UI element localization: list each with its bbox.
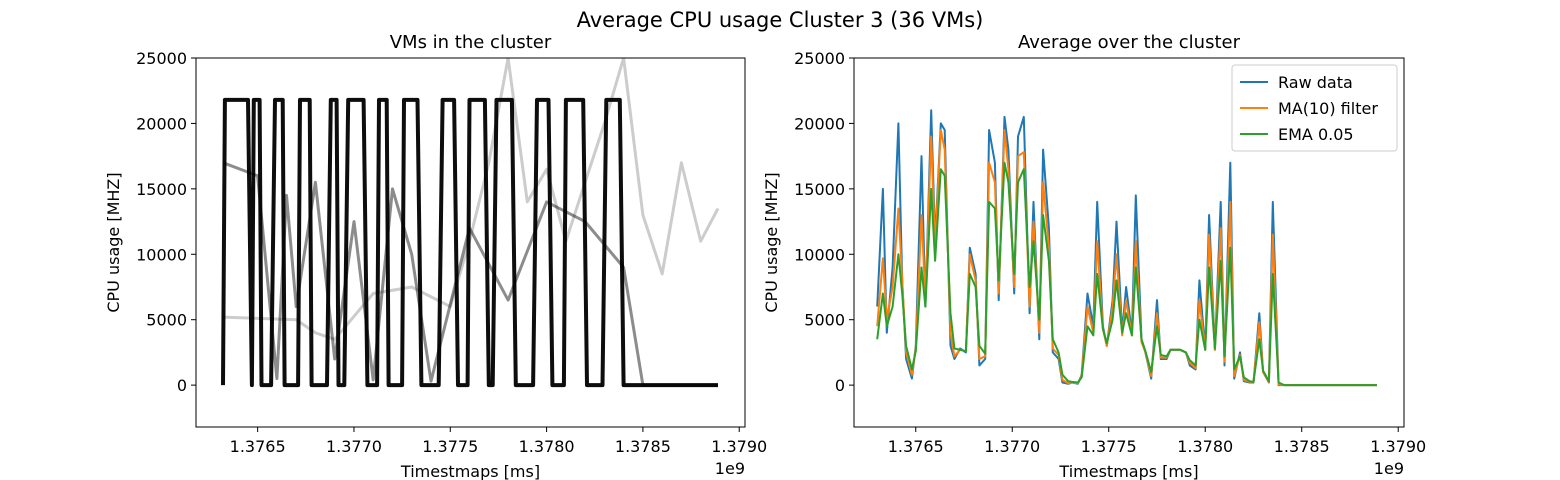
x-tick-label: 1.3775 [422, 437, 478, 456]
legend-box [1231, 64, 1398, 152]
legend-label: Raw data [1278, 73, 1353, 92]
plot-area [876, 109, 1377, 387]
y-tick-label: 25000 [794, 49, 845, 68]
figure-title: Average CPU usage Cluster 3 (36 VMs) [577, 8, 984, 32]
y-tick-label: 0 [835, 376, 845, 395]
x-tick-label: 1.3790 [1370, 437, 1426, 456]
y-tick-label: 10000 [794, 245, 845, 264]
x-axis-label: Timestmaps [ms] [1058, 462, 1198, 480]
right-chart: 1.3765 1.3770 1.3775 1.3780 1.3785 1.3790 0 500… [762, 32, 1426, 480]
y-tick-label: 15000 [136, 180, 187, 199]
x-tick-label: 1.3790 [711, 437, 767, 456]
x-offset-label: 1e9 [715, 459, 745, 478]
chart-title: VMs in the cluster [390, 32, 552, 53]
series-line-3 [876, 161, 1377, 387]
y-tick-label: 15000 [794, 180, 845, 199]
x-tick-label: 1.3780 [1177, 437, 1233, 456]
plot-area [221, 58, 720, 388]
y-tick-label: 5000 [146, 311, 187, 330]
x-tick-label: 1.3770 [984, 437, 1040, 456]
x-tick-label: 1.3775 [1081, 437, 1137, 456]
y-axis-label: CPU usage [MHZ] [762, 172, 781, 312]
axes-frame [853, 57, 1405, 428]
y-tick-label: 20000 [136, 114, 187, 133]
y-tick-label: 25000 [136, 49, 187, 68]
x-tick-label: 1.3780 [519, 437, 575, 456]
axes-frame [195, 57, 746, 428]
x-tick-label: 1.3785 [615, 437, 671, 456]
x-tick-label: 1.3785 [1274, 437, 1330, 456]
legend-label: MA(10) filter [1278, 99, 1378, 118]
chart-title: Average over the cluster [1018, 32, 1241, 53]
x-tick-label: 1.3765 [230, 437, 286, 456]
y-tick-label: 5000 [804, 311, 845, 330]
legend-label: EMA 0.05 [1278, 125, 1354, 144]
x-axis-label: Timestmaps [ms] [400, 462, 540, 480]
x-offset-label: 1e9 [1374, 459, 1404, 478]
x-tick-label: 1.3765 [888, 437, 944, 456]
vm-trace-dark [221, 97, 718, 388]
y-axis-label: CPU usage [MHZ] [104, 172, 123, 312]
y-tick-label: 20000 [794, 114, 845, 133]
left-chart: 1.3765 1.3770 1.3775 1.3780 1.3785 1.3790 0 500… [104, 32, 767, 480]
legend: Raw data MA(10) filter EMA 0.05 [1231, 64, 1398, 152]
vm-trace-mid [222, 161, 718, 387]
y-tick-label: 10000 [136, 245, 187, 264]
vm-trace-light [222, 58, 720, 341]
y-tick-label: 0 [177, 376, 187, 395]
x-tick-label: 1.3770 [326, 437, 382, 456]
